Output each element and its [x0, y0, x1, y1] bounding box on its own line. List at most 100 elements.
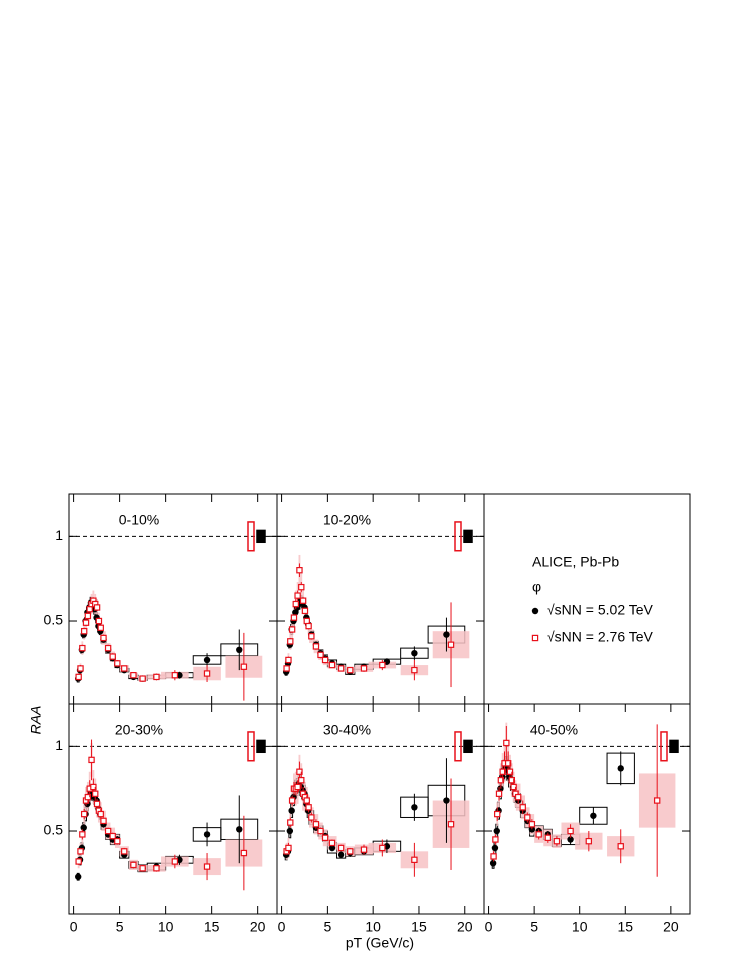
- data-point: [92, 790, 99, 797]
- norm-uncertainty: [660, 731, 668, 762]
- data-point: [653, 797, 661, 804]
- data-point: [288, 797, 296, 804]
- data-point: [240, 849, 248, 857]
- data-point: [337, 665, 345, 672]
- data-point: [82, 619, 90, 626]
- data-point: [492, 836, 499, 843]
- data-point: [495, 790, 503, 797]
- data-point: [497, 777, 505, 784]
- x-tick-label: 10: [158, 919, 174, 935]
- data-point: [411, 666, 418, 674]
- legend-title: ALICE, Pb-Pb: [532, 554, 619, 570]
- x-tick-label: 5: [323, 919, 331, 935]
- data-point: [100, 817, 107, 825]
- data-point: [203, 863, 211, 870]
- y-tick-label: 1: [55, 737, 63, 753]
- data-point: [296, 567, 303, 574]
- norm-uncertainty: [256, 529, 266, 544]
- data-point: [447, 821, 455, 828]
- data-point: [299, 597, 307, 604]
- data-point: [95, 617, 103, 625]
- data-point: [489, 859, 497, 867]
- data-point: [535, 831, 542, 838]
- y-axis-label: RAA: [28, 706, 44, 735]
- x-tick-label: 10: [572, 919, 588, 935]
- data-point: [317, 827, 324, 835]
- data-point: [287, 819, 294, 826]
- norm-uncertainty: [463, 529, 473, 544]
- data-point: [328, 844, 336, 852]
- data-point: [287, 638, 294, 645]
- data-point: [503, 739, 510, 747]
- norm-uncertainty: [247, 521, 255, 552]
- data-point: [528, 821, 536, 828]
- data-point: [328, 839, 336, 847]
- y-tick-label: 0.5: [44, 822, 64, 838]
- legend-frame: [483, 493, 691, 705]
- data-point: [80, 627, 88, 635]
- data-point: [104, 644, 112, 652]
- data-point: [236, 646, 243, 654]
- data-point: [514, 793, 522, 801]
- data-point: [139, 865, 146, 872]
- data-point: [80, 824, 87, 831]
- panel-title: 0-10%: [119, 512, 159, 528]
- data-point: [104, 827, 112, 835]
- data-point: [100, 634, 107, 642]
- panel-frame: [483, 703, 691, 915]
- norm-uncertainty: [454, 521, 462, 552]
- data-point: [294, 592, 301, 599]
- legend-marker: [531, 607, 539, 615]
- data-point: [411, 649, 418, 657]
- data-point: [97, 624, 104, 631]
- x-axis-label: pT (GeV/c): [346, 935, 414, 951]
- data-point: [130, 861, 137, 869]
- data-point: [288, 807, 295, 814]
- plot-area: [69, 739, 277, 891]
- data-point: [286, 827, 294, 835]
- data-point: [504, 760, 512, 767]
- data-point: [290, 614, 298, 621]
- plot-area: [484, 722, 690, 877]
- panel-title: 20-30%: [115, 722, 163, 738]
- data-point: [411, 804, 418, 811]
- data-point: [617, 843, 624, 850]
- data-point: [75, 873, 82, 880]
- data-point: [567, 827, 574, 835]
- data-point: [499, 768, 506, 775]
- x-tick-label: 0: [485, 919, 493, 935]
- y-tick-label: 0.5: [44, 612, 64, 628]
- data-point: [236, 826, 243, 833]
- x-tick-label: 0: [278, 919, 286, 935]
- norm-uncertainty: [454, 731, 462, 762]
- data-point: [93, 604, 101, 611]
- x-tick-label: 15: [617, 919, 633, 935]
- panel-title: 10-20%: [323, 512, 371, 528]
- data-point: [79, 644, 86, 652]
- data-point: [203, 656, 211, 664]
- x-tick-label: 15: [204, 919, 220, 935]
- x-tick-label: 20: [457, 919, 473, 935]
- data-point: [203, 831, 211, 838]
- data-point: [80, 810, 88, 818]
- data-point: [447, 641, 455, 648]
- data-point: [308, 814, 315, 821]
- plot-area: [277, 745, 484, 877]
- data-point: [203, 670, 211, 677]
- y-tick-label: 1: [55, 527, 63, 543]
- data-point: [301, 607, 309, 615]
- data-point: [79, 831, 86, 838]
- panel-title: 30-40%: [323, 722, 371, 738]
- norm-uncertainty: [463, 739, 473, 754]
- data-point: [75, 858, 82, 865]
- data-point: [130, 672, 137, 679]
- data-point: [97, 810, 104, 818]
- norm-uncertainty: [247, 731, 255, 762]
- data-point: [567, 836, 574, 843]
- data-point: [379, 844, 386, 852]
- data-point: [337, 851, 345, 858]
- data-point: [321, 834, 329, 841]
- data-point: [360, 665, 368, 672]
